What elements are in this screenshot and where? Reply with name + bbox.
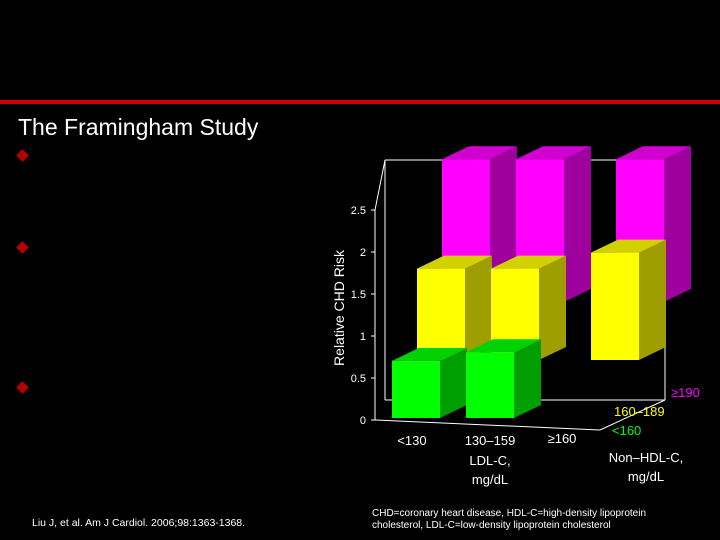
citation: Liu J, et al. Am J Cardiol. 2006;98:1363…	[32, 517, 245, 529]
floor-right-edge	[599, 399, 666, 431]
bar-front	[392, 360, 440, 418]
citation-text: Liu J, et al. Am J Cardiol. 2006;98:1363…	[32, 517, 246, 529]
slide-title: The Framingham Study	[18, 114, 259, 140]
footnote: CHD=coronary heart disease, HDL-C=high-d…	[372, 508, 712, 532]
bar-top	[616, 146, 691, 160]
y-tick-label: 2	[360, 247, 366, 259]
bar-front	[417, 268, 465, 360]
bar-side	[664, 146, 691, 302]
bar-side	[465, 255, 492, 360]
bar-top	[466, 339, 541, 353]
bar-side	[639, 239, 666, 360]
y-tick-label: 0.5	[351, 373, 366, 385]
chart-bars	[392, 146, 691, 418]
x-category-label: <130	[397, 433, 426, 448]
bar-side	[564, 146, 591, 302]
x-axis-line	[374, 419, 601, 431]
y-tick-label: 2.5	[351, 205, 366, 217]
y-tick-label: 1.5	[351, 289, 366, 301]
x-category-label: 130–159	[465, 433, 516, 448]
x-category-label: ≥160	[548, 431, 577, 446]
bar-top	[392, 347, 467, 361]
bar	[417, 255, 492, 360]
series-axis-title-line-2: mg/dL	[628, 469, 664, 484]
bar-front	[591, 252, 639, 360]
bar-top	[591, 239, 666, 253]
bar-side	[440, 347, 467, 418]
side-wall-top-edge	[374, 159, 386, 211]
title-rule	[0, 100, 720, 104]
bar-top	[417, 255, 492, 269]
bar-side	[514, 339, 541, 418]
series-label: 160–189	[614, 404, 665, 419]
x-axis-title-line-2: mg/dL	[472, 472, 508, 487]
bar	[466, 339, 541, 418]
footnote-line-1: CHD=coronary heart disease, HDL-C=high-d…	[372, 508, 647, 519]
bar	[591, 239, 666, 360]
bar-top	[442, 146, 517, 160]
y-tick-label: 1	[360, 331, 366, 343]
y-tick-label: 0	[360, 415, 366, 427]
x-axis-title-line-1: LDL-C,	[469, 453, 510, 468]
bar-top	[491, 255, 566, 269]
series-label: ≥190	[671, 385, 700, 400]
series-label: <160	[612, 423, 641, 438]
bar-front	[466, 352, 514, 418]
footnote-line-2: cholesterol, LDL-C=low-density lipoprote…	[372, 520, 611, 531]
chart-labels: 0 0.5 1 1.5 2 2.5 Relative CHD Risk <130 130–159…	[331, 205, 700, 487]
bar	[491, 255, 566, 360]
bar	[392, 347, 467, 418]
bar-side	[539, 255, 566, 360]
y-axis-title: Relative CHD Risk	[331, 249, 347, 366]
bar-top	[516, 146, 591, 160]
series-axis-title-line-1: Non–HDL-C,	[609, 450, 683, 465]
